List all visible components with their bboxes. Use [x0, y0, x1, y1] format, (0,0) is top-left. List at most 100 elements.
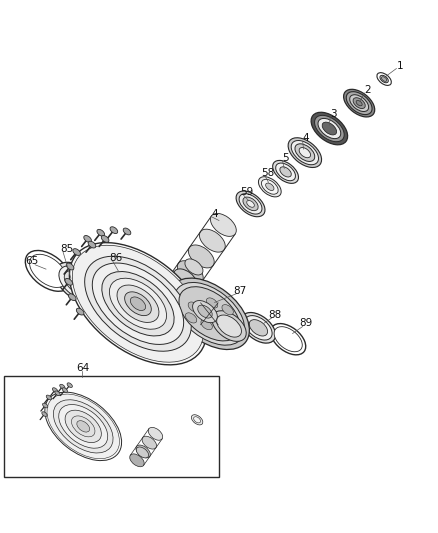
Ellipse shape	[346, 92, 372, 115]
Ellipse shape	[42, 412, 47, 416]
Ellipse shape	[76, 308, 84, 315]
Ellipse shape	[179, 287, 240, 341]
Ellipse shape	[322, 122, 336, 135]
Ellipse shape	[222, 304, 233, 315]
Ellipse shape	[188, 245, 214, 268]
Text: 88: 88	[268, 310, 282, 320]
Text: 4: 4	[211, 209, 218, 219]
Text: 58: 58	[261, 168, 275, 178]
Bar	[4, 376, 219, 477]
Ellipse shape	[276, 163, 296, 181]
Ellipse shape	[271, 324, 306, 355]
Ellipse shape	[243, 197, 258, 211]
Ellipse shape	[177, 261, 203, 284]
Ellipse shape	[212, 311, 246, 341]
Ellipse shape	[381, 77, 387, 82]
Ellipse shape	[148, 427, 163, 440]
Ellipse shape	[343, 90, 375, 117]
Ellipse shape	[77, 421, 90, 432]
Ellipse shape	[65, 410, 101, 442]
Ellipse shape	[311, 112, 348, 145]
Ellipse shape	[356, 100, 362, 106]
Text: 1: 1	[396, 61, 403, 71]
Ellipse shape	[97, 229, 105, 236]
Ellipse shape	[188, 302, 200, 312]
Ellipse shape	[380, 75, 389, 83]
Ellipse shape	[55, 262, 101, 303]
Ellipse shape	[185, 313, 197, 323]
Ellipse shape	[25, 251, 71, 291]
Ellipse shape	[130, 454, 144, 467]
Ellipse shape	[199, 229, 225, 252]
Text: 87: 87	[233, 286, 247, 296]
Ellipse shape	[219, 316, 231, 326]
Ellipse shape	[59, 405, 108, 448]
Text: 86: 86	[110, 253, 123, 263]
Ellipse shape	[125, 292, 151, 316]
Text: 65: 65	[25, 256, 38, 266]
Ellipse shape	[92, 263, 184, 344]
Ellipse shape	[191, 415, 203, 425]
Ellipse shape	[136, 447, 148, 458]
Ellipse shape	[194, 417, 201, 423]
Ellipse shape	[217, 315, 241, 337]
Ellipse shape	[280, 167, 291, 177]
Ellipse shape	[353, 98, 365, 109]
Ellipse shape	[101, 236, 109, 243]
Text: 89: 89	[299, 318, 312, 328]
Ellipse shape	[131, 297, 145, 311]
Text: 4: 4	[303, 133, 310, 143]
Ellipse shape	[84, 236, 92, 243]
Text: 3: 3	[330, 109, 337, 119]
Ellipse shape	[110, 278, 166, 329]
Text: 5: 5	[282, 153, 289, 163]
Ellipse shape	[198, 305, 212, 318]
Ellipse shape	[185, 259, 203, 275]
Ellipse shape	[247, 200, 254, 207]
Ellipse shape	[53, 400, 113, 453]
Ellipse shape	[53, 387, 58, 392]
Text: 59: 59	[240, 187, 253, 197]
Ellipse shape	[55, 391, 60, 395]
Ellipse shape	[142, 436, 156, 449]
Ellipse shape	[29, 254, 67, 287]
Text: 2: 2	[364, 85, 371, 95]
Ellipse shape	[70, 276, 86, 290]
Ellipse shape	[350, 95, 369, 111]
Ellipse shape	[193, 301, 217, 322]
Text: 64: 64	[77, 363, 90, 373]
Ellipse shape	[211, 213, 236, 236]
Ellipse shape	[299, 148, 311, 158]
Ellipse shape	[123, 228, 131, 235]
Ellipse shape	[174, 282, 244, 345]
Ellipse shape	[249, 320, 268, 336]
Ellipse shape	[60, 384, 65, 389]
Ellipse shape	[274, 327, 302, 352]
Ellipse shape	[136, 445, 150, 458]
Ellipse shape	[72, 245, 204, 362]
Text: 85: 85	[60, 244, 73, 254]
Ellipse shape	[65, 278, 73, 285]
Ellipse shape	[241, 312, 276, 343]
Ellipse shape	[245, 316, 272, 340]
Ellipse shape	[174, 269, 197, 289]
Ellipse shape	[288, 138, 321, 167]
Ellipse shape	[67, 383, 72, 387]
Ellipse shape	[85, 256, 191, 351]
Ellipse shape	[69, 243, 207, 365]
Ellipse shape	[314, 115, 344, 142]
Ellipse shape	[110, 227, 118, 233]
Ellipse shape	[206, 298, 218, 308]
Ellipse shape	[273, 160, 298, 183]
Ellipse shape	[73, 249, 81, 255]
Ellipse shape	[46, 395, 52, 400]
Ellipse shape	[318, 118, 341, 139]
Ellipse shape	[102, 271, 174, 336]
Ellipse shape	[239, 193, 262, 214]
Ellipse shape	[117, 285, 159, 322]
Ellipse shape	[201, 320, 212, 330]
Ellipse shape	[47, 394, 120, 459]
Ellipse shape	[59, 266, 97, 300]
Ellipse shape	[291, 141, 318, 165]
Ellipse shape	[261, 179, 278, 194]
